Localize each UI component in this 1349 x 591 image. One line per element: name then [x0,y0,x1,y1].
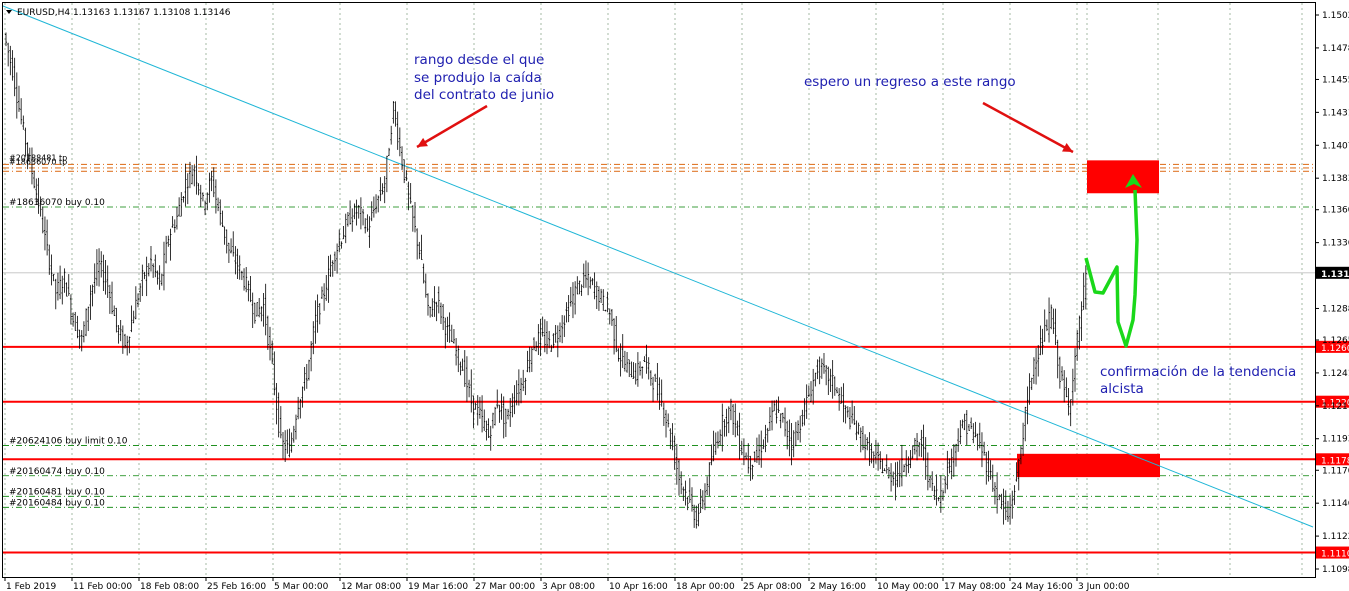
target-zone [1087,160,1159,194]
arrow-to-range-shaft [416,104,488,149]
current-price-box [1316,266,1349,279]
x-tick-label: 1 Feb 2019 [6,582,57,591]
y-tick-label: 1.1360 [1322,206,1349,216]
y-tick-label: 1.1146 [1322,499,1349,509]
y-tick-label: 1.1217 [1322,402,1349,412]
x-tick-label: 25 Feb 16:00 [207,582,266,591]
order-label: #20624106 buy limit 0.10 [9,437,128,447]
x-tick-label: 25 Apr 08:00 [743,582,802,591]
x-tick-label: 18 Apr 00:00 [676,582,735,591]
level-label-box [1316,546,1349,559]
y-tick-label: 1.1193 [1322,435,1349,445]
y-tick-label: 1.1098 [1322,565,1349,575]
arrow-to-target-shaft [982,101,1074,154]
projection-arrowhead [1125,174,1142,188]
level-label-box [1316,453,1349,466]
x-tick-label: 3 Apr 08:00 [542,582,595,591]
chart-header: EURUSD,H4 1.13163 1.13167 1.13108 1.1314… [17,8,231,18]
time-axis: 1 Feb 2019 11 Feb 00:00 18 Feb 08:00 25 Feb… [4,577,1130,591]
descending-trendline[interactable] [2,5,1314,528]
annotation-text: se produjo la caída [414,70,542,86]
x-tick-label: 18 Feb 08:00 [140,582,199,591]
x-tick-label: 11 Feb 00:00 [73,582,132,591]
price-zones [1017,160,1160,478]
projection-path [1084,189,1139,348]
annotations: rango desde el que se produjo la caídadel… [414,52,1296,397]
x-tick-label: 10 May 00:00 [877,582,939,591]
x-tick-label: 12 Mar 08:00 [341,582,401,591]
current-price-label: 1.1314 [1321,270,1349,280]
arrow-to-target-head [1062,143,1073,152]
annotation-text: confirmación de la tendencia [1100,364,1296,380]
annotation-text: alcista [1100,381,1144,397]
tp-label: #18636070 tp [9,157,67,166]
x-tick-label: 2 May 16:00 [810,582,866,591]
level-label: 1.1178 [1321,456,1349,466]
x-tick-label: 3 Jun 00:00 [1078,582,1130,591]
order-label: #20160484 buy 0.10 [9,498,105,508]
x-tick-label: 19 Mar 16:00 [408,582,468,591]
order-label: #20160474 buy 0.10 [9,467,105,477]
x-tick-label: 27 Mar 00:00 [475,582,535,591]
order-label: #20160481 buy 0.10 [9,487,105,497]
arrow-to-range-head [417,137,428,147]
candles [5,32,1087,529]
plot-frame [2,2,1316,578]
breakout-zone [1017,453,1160,478]
annotation-text: espero un regreso a este rango [804,74,1016,90]
trendline[interactable] [2,5,1314,528]
y-tick-label: 1.1383 [1322,174,1349,184]
y-tick-label: 1.1336 [1322,239,1349,249]
level-label: 1.1110 [1321,550,1349,560]
annotation-text: del contrato de junio [414,87,554,103]
x-tick-label: 10 Apr 16:00 [609,582,668,591]
y-tick-label: 1.1455 [1322,75,1349,85]
level-label: 1.1260 [1321,344,1349,354]
level-label: 1.1220 [1321,399,1349,409]
x-tick-label: 5 Mar 00:00 [274,582,329,591]
y-tick-label: 1.1407 [1322,141,1349,151]
tp-label: #20188481 tp [9,153,67,162]
x-tick-label: 17 May 08:00 [944,582,1006,591]
y-tick-label: 1.1478 [1322,44,1349,54]
annotation-arrows [416,101,1142,348]
level-label-box [1316,340,1349,353]
y-tick-label: 1.1170 [1322,466,1349,476]
x-tick-label: 24 May 16:00 [1011,582,1073,591]
y-tick-label: 1.1122 [1322,532,1349,542]
order-label: #18636070 buy 0.10 [9,198,105,208]
chart-menu-triangle-icon[interactable] [6,10,12,14]
annotation-text: rango desde el que [414,52,544,68]
level-label-box [1316,395,1349,408]
y-tick-label: 1.1502 [1322,11,1349,21]
grid-lines [3,3,1315,577]
y-tick-label: 1.1288 [1322,304,1349,314]
y-tick-label: 1.1265 [1322,336,1349,346]
